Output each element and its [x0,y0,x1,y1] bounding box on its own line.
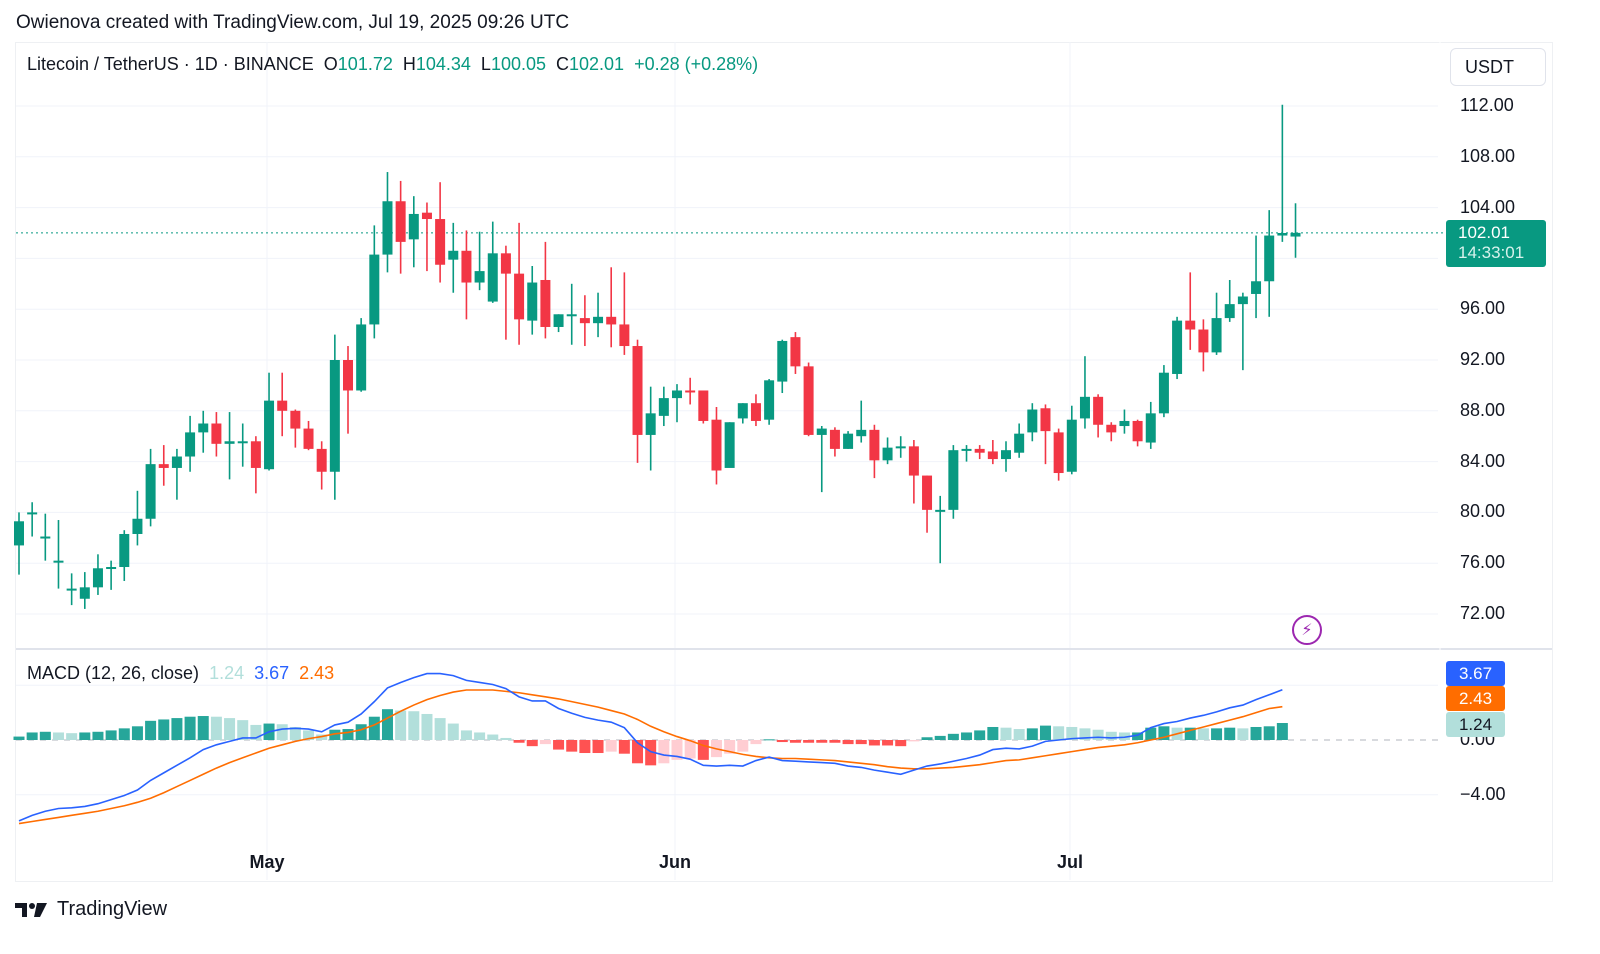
macd-line-tag: 3.67 [1446,661,1505,686]
macd-title[interactable]: MACD (12, 26, close) [27,663,200,683]
brand-name: TradingView [57,898,168,920]
last-price: 102.01 [1458,223,1510,242]
symbol-legend: Litecoin / TetherUS · 1D · BINANCE O 101.… [27,54,758,75]
close-label: C [556,54,569,74]
time-axis-label: Jul [1056,852,1084,872]
open-label: O [323,54,338,74]
last-price-tag: 102.01 14:33:01 [1446,220,1546,267]
time-axis-label: Jun [658,852,692,872]
lightning-alert-icon[interactable]: ⚡ [1292,615,1322,645]
open-value: 101.72 [337,54,393,74]
macd-signal-tag: 2.43 [1446,686,1505,711]
macd-axis-label: −4.00 [1460,783,1506,804]
symbol-name[interactable]: Litecoin / TetherUS · 1D · BINANCE [27,54,314,74]
price-axis-label: 84.00 [1460,450,1506,471]
tradingview-logo[interactable]: TradingView [15,898,167,921]
high-value: 104.34 [415,54,471,74]
change-value: +0.28 (+0.28%) [634,54,759,74]
price-axis-label: 92.00 [1460,349,1506,369]
macd-signal-value: 2.43 [299,663,335,683]
price-axis-label: 96.00 [1460,298,1506,319]
macd-histogram-value: 1.24 [209,663,245,683]
chart-caption: Owienova created with TradingView.com, J… [16,12,570,33]
price-axis-label: 76.00 [1460,552,1506,573]
price-axis-label: 88.00 [1460,399,1506,420]
macd-line-value: 3.67 [254,663,290,683]
price-axis-label: 108.00 [1460,145,1516,166]
price-axis-label: 80.00 [1460,501,1506,522]
low-value: 100.05 [490,54,546,74]
currency-button[interactable]: USDT [1450,48,1546,86]
high-label: H [402,54,416,74]
price-axis-label: 104.00 [1460,196,1516,217]
chart-frame [15,42,1553,882]
time-axis-label: May [249,852,285,872]
price-axis-label: 72.00 [1460,603,1506,623]
close-value: 102.01 [569,54,625,74]
bar-countdown: 14:33:01 [1458,243,1525,262]
macd-legend: MACD (12, 26, close) 1.24 3.67 2.43 [27,663,334,684]
price-axis-label: 112.00 [1460,95,1514,115]
tradingview-logo-icon [15,902,47,917]
macd-histogram-tag: 1.24 [1446,712,1505,737]
low-label: L [480,54,491,74]
